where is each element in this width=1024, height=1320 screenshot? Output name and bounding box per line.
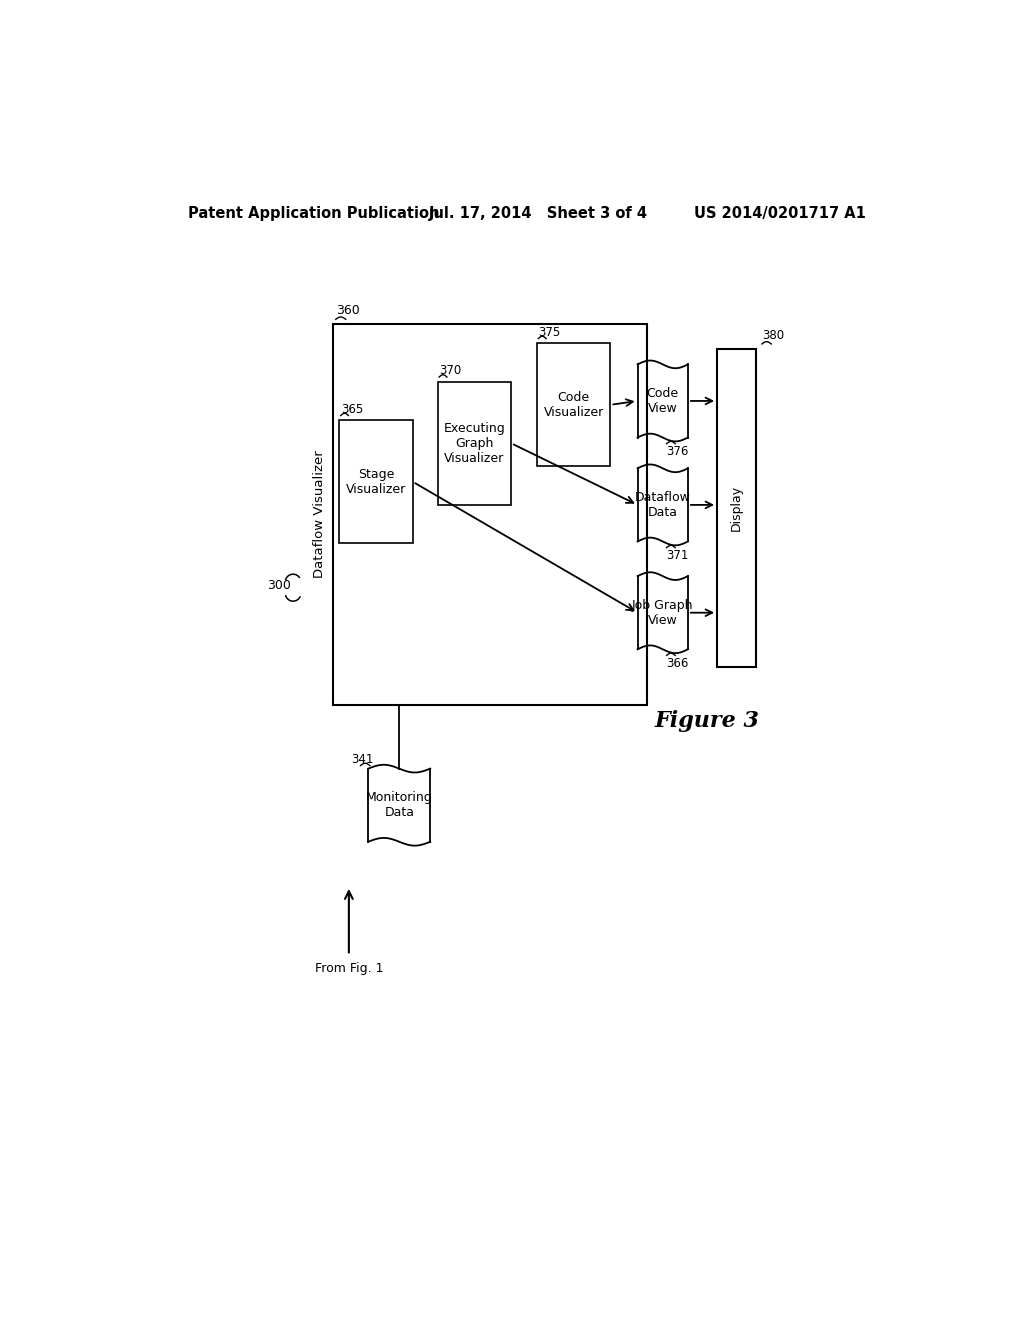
Bar — [339, 420, 413, 544]
Bar — [334, 323, 647, 705]
Text: Jul. 17, 2014   Sheet 3 of 4: Jul. 17, 2014 Sheet 3 of 4 — [429, 206, 648, 222]
Text: 341: 341 — [351, 752, 374, 766]
Text: US 2014/0201717 A1: US 2014/0201717 A1 — [693, 206, 865, 222]
Bar — [537, 343, 610, 466]
Text: 300: 300 — [267, 579, 291, 593]
Text: Dataflow
Data: Dataflow Data — [635, 491, 690, 519]
Text: Stage
Visualizer: Stage Visualizer — [346, 467, 407, 496]
Text: Figure 3: Figure 3 — [655, 710, 760, 731]
Text: 365: 365 — [341, 403, 362, 416]
Text: 375: 375 — [539, 326, 560, 339]
Text: 371: 371 — [667, 549, 689, 562]
Text: 380: 380 — [762, 329, 784, 342]
Text: 376: 376 — [667, 445, 689, 458]
Text: Dataflow Visualizer: Dataflow Visualizer — [312, 450, 326, 578]
Text: 370: 370 — [439, 364, 462, 378]
Text: Patent Application Publication: Patent Application Publication — [188, 206, 440, 222]
Text: From Fig. 1: From Fig. 1 — [314, 961, 383, 974]
Bar — [437, 381, 511, 506]
Text: 360: 360 — [336, 304, 359, 317]
Text: Code
View: Code View — [647, 387, 679, 414]
Text: Executing
Graph
Visualizer: Executing Graph Visualizer — [443, 422, 505, 465]
Text: Display: Display — [730, 484, 742, 531]
Bar — [717, 350, 756, 667]
Text: Monitoring
Data: Monitoring Data — [366, 791, 432, 820]
Text: 366: 366 — [667, 656, 689, 669]
Text: Code
Visualizer: Code Visualizer — [544, 391, 604, 418]
Text: Job Graph
View: Job Graph View — [632, 599, 693, 627]
